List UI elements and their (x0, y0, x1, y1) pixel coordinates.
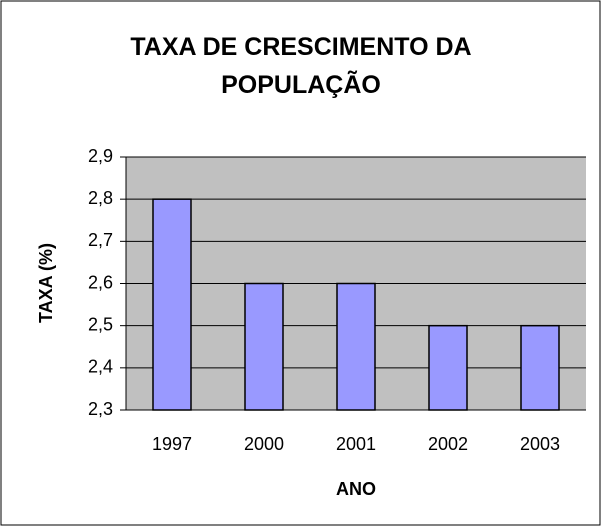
bar (244, 282, 284, 411)
bar (336, 282, 376, 411)
x-tick-label: 2001 (336, 434, 376, 454)
bar (428, 324, 468, 411)
y-tick-label: 2,9 (88, 146, 113, 166)
x-tick-label: 2000 (244, 434, 284, 454)
y-tick-label: 2,3 (88, 399, 113, 419)
bar (520, 324, 560, 411)
x-axis-label: ANO (336, 479, 376, 499)
y-tick-label: 2,6 (88, 272, 113, 292)
y-tick-label: 2,4 (88, 357, 113, 377)
x-tick-label: 2002 (428, 434, 468, 454)
y-tick-label: 2,5 (88, 314, 113, 334)
y-axis-label: TAXA (%) (36, 243, 56, 323)
y-tick-label: 2,7 (88, 230, 113, 250)
y-tick-label: 2,8 (88, 188, 113, 208)
x-tick-label: 1997 (152, 434, 192, 454)
x-tick-label: 2003 (520, 434, 560, 454)
bar (152, 198, 192, 411)
chart-title: TAXA DE CRESCIMENTO DA POPULAÇÃO (130, 33, 472, 99)
